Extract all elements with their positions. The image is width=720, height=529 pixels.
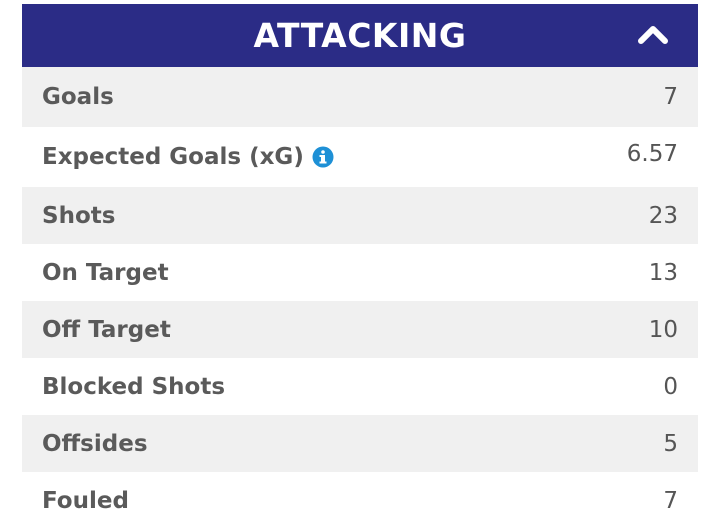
stat-value: 13 (648, 259, 678, 286)
stat-value: 6.57 (626, 141, 678, 167)
stat-label-group: Expected Goals (xG) (42, 144, 334, 170)
section-title: ATTACKING (253, 16, 467, 55)
chevron-up-icon[interactable] (636, 21, 670, 47)
stat-row-fouled: Fouled 7 (22, 472, 698, 529)
attacking-stats-panel: ATTACKING Goals 7 Expected Goals (xG) (22, 4, 698, 529)
stat-value: 5 (663, 430, 678, 457)
stat-value: 7 (663, 84, 678, 110)
stat-row-off-target: Off Target 10 (22, 301, 698, 358)
stat-row-offsides: Offsides 5 (22, 415, 698, 472)
stat-row-blocked-shots: Blocked Shots 0 (22, 358, 698, 415)
stat-row-expected-goals: Expected Goals (xG) 6.57 (22, 127, 698, 187)
stat-value: 10 (648, 316, 678, 343)
stat-row-goals: Goals 7 (22, 67, 698, 127)
section-header[interactable]: ATTACKING (22, 4, 698, 67)
stat-label: Off Target (42, 316, 171, 343)
stat-label: Offsides (42, 430, 148, 457)
stats-list: Goals 7 Expected Goals (xG) 6.57 Sh (22, 67, 698, 529)
stat-label: On Target (42, 259, 169, 286)
stat-label: Blocked Shots (42, 373, 226, 400)
stat-value: 0 (663, 373, 678, 400)
stat-label: Goals (42, 84, 114, 110)
stat-value: 7 (663, 487, 678, 514)
stat-value: 23 (648, 202, 678, 229)
stat-row-shots: Shots 23 (22, 187, 698, 244)
stat-row-on-target: On Target 13 (22, 244, 698, 301)
stat-label: Expected Goals (xG) (42, 144, 304, 170)
info-circle-icon[interactable] (312, 146, 334, 168)
stat-label: Shots (42, 202, 116, 229)
stat-label: Fouled (42, 487, 129, 514)
